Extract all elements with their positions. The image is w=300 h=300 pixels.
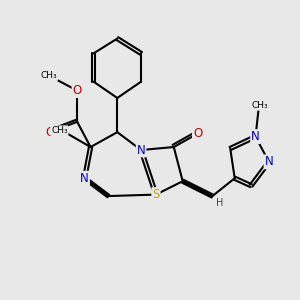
Text: CH₃: CH₃ <box>252 101 268 110</box>
Text: O: O <box>73 84 82 97</box>
Text: N: N <box>80 172 89 185</box>
Text: CH₃: CH₃ <box>40 71 57 80</box>
Text: CH₃: CH₃ <box>51 126 68 135</box>
Text: S: S <box>152 188 160 201</box>
Text: H: H <box>216 198 224 208</box>
Text: N: N <box>265 155 273 168</box>
Text: N: N <box>251 130 260 143</box>
Text: O: O <box>193 127 202 140</box>
Text: O: O <box>46 126 55 139</box>
Text: N: N <box>137 143 146 157</box>
